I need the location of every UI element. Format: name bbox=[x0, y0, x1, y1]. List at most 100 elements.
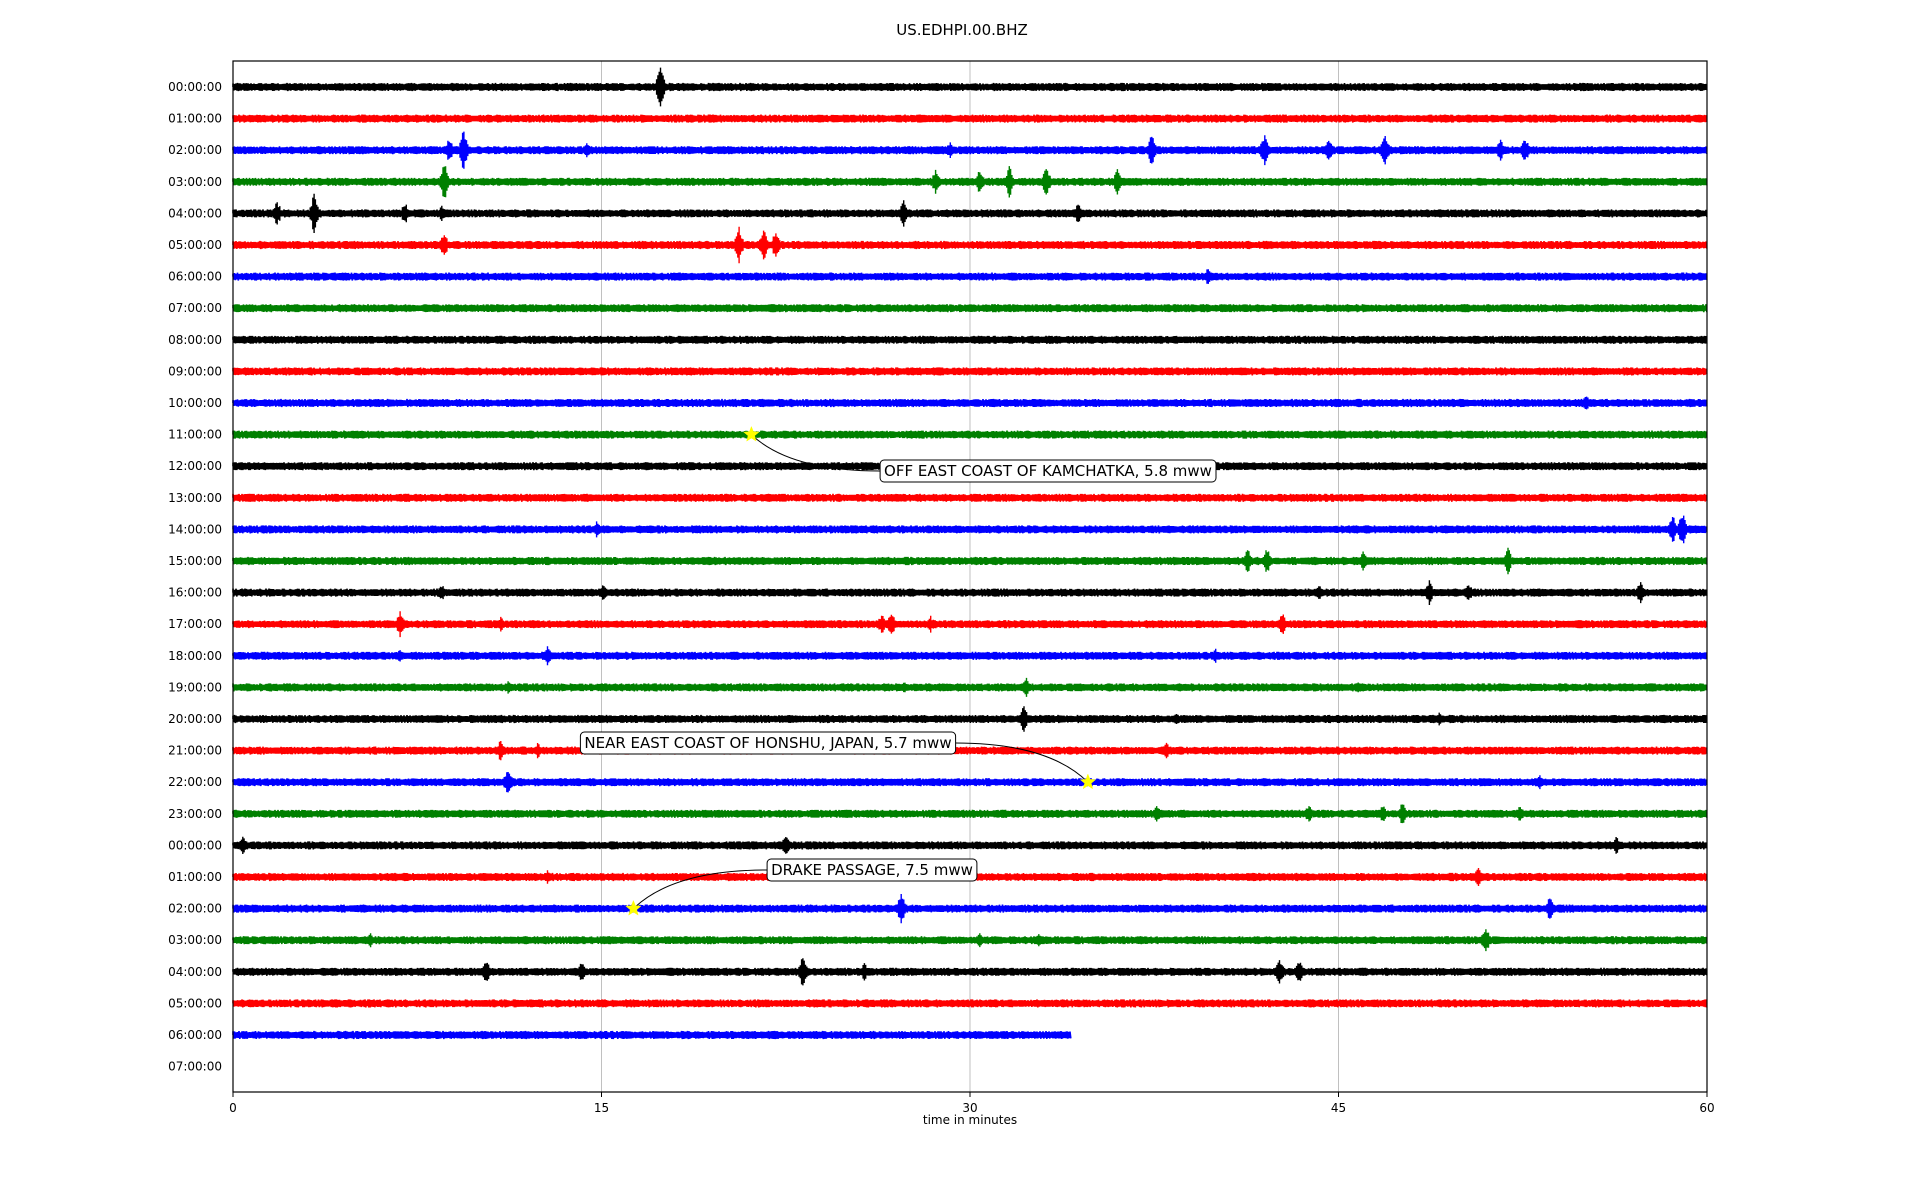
y-tick-label: 09:00:00 bbox=[168, 364, 222, 378]
seismic-event-spike bbox=[1515, 807, 1525, 821]
y-tick-label: 02:00:00 bbox=[168, 902, 222, 916]
y-tick-label: 19:00:00 bbox=[168, 680, 222, 694]
x-axis-ticks: 0 15 30 45 60 bbox=[229, 1092, 1715, 1115]
y-tick-label: 00:00:00 bbox=[168, 80, 222, 94]
earthquake-label: DRAKE PASSAGE, 7.5 mww bbox=[771, 861, 973, 879]
y-tick-label: 00:00:00 bbox=[168, 838, 222, 852]
y-tick-label: 07:00:00 bbox=[168, 1060, 222, 1074]
seismic-event-spike bbox=[439, 166, 449, 198]
x-tick-label: 0 bbox=[229, 1101, 237, 1115]
seismic-event-spike bbox=[877, 615, 887, 633]
seismogram-trace bbox=[232, 335, 1708, 344]
y-tick-label: 16:00:00 bbox=[168, 586, 222, 600]
y-tick-label: 23:00:00 bbox=[168, 807, 222, 821]
seismic-event-spike bbox=[759, 230, 769, 260]
seismic-event-spike bbox=[931, 169, 941, 194]
seismogram-trace bbox=[232, 398, 1708, 408]
seismic-event-spike bbox=[899, 682, 909, 693]
seismic-event-spike bbox=[1112, 169, 1122, 195]
seismogram-trace bbox=[232, 588, 1708, 597]
seismogram-trace bbox=[232, 209, 1708, 218]
seismic-event-spike bbox=[395, 650, 405, 662]
seismic-event-spike bbox=[1611, 837, 1621, 854]
annotation-box bbox=[879, 459, 1217, 483]
seismic-event-spike bbox=[945, 142, 955, 158]
seismic-event-spike bbox=[1171, 714, 1181, 724]
y-tick-label: 06:00:00 bbox=[168, 1028, 222, 1042]
seismic-event-spike bbox=[975, 172, 985, 192]
seismogram-trace bbox=[232, 82, 1708, 92]
seismic-event-spike bbox=[1147, 136, 1157, 164]
seismic-event-spike bbox=[1314, 586, 1324, 599]
seismic-event-spike bbox=[592, 521, 602, 538]
seismic-event-spike bbox=[542, 646, 553, 666]
earthquake-annotation: DRAKE PASSAGE, 7.5 mww bbox=[625, 858, 978, 916]
seismic-event-spike bbox=[1203, 269, 1213, 284]
seismogram-trace bbox=[232, 146, 1708, 155]
seismic-event-spike bbox=[542, 870, 553, 884]
seismic-event-spike bbox=[798, 958, 808, 986]
seismogram-trace bbox=[232, 809, 1708, 818]
earthquake-label: OFF EAST COAST OF KAMCHATKA, 5.8 mww bbox=[884, 462, 1212, 480]
seismic-event-spike bbox=[437, 205, 447, 221]
annotation-box bbox=[766, 858, 978, 882]
seismic-event-spike bbox=[459, 131, 469, 169]
seismogram-trace bbox=[232, 967, 1708, 976]
seismic-event-spike bbox=[1021, 677, 1032, 697]
y-tick-label: 03:00:00 bbox=[168, 933, 222, 947]
seismic-event-spike bbox=[444, 140, 454, 160]
seismic-event-spike bbox=[975, 933, 985, 948]
earthquake-star-marker bbox=[743, 425, 760, 442]
seismic-event-spike bbox=[1434, 712, 1444, 726]
seismic-event-spike bbox=[1636, 582, 1646, 604]
annotation-connector bbox=[633, 869, 768, 909]
seismic-event-spike bbox=[1464, 585, 1474, 600]
x-axis-label: time in minutes bbox=[923, 1113, 1017, 1127]
seismogram-trace bbox=[232, 240, 1708, 250]
seismic-event-spike bbox=[503, 772, 513, 793]
seismogram-trace bbox=[232, 620, 1708, 629]
seismic-event-spike bbox=[439, 235, 449, 255]
x-tick-label: 15 bbox=[594, 1101, 609, 1115]
y-tick-labels: 00:00:00 01:00:00 02:00:00 03:00:00 04:00:00… bbox=[168, 80, 222, 1074]
y-tick-label: 02:00:00 bbox=[168, 143, 222, 157]
seismic-event-spike bbox=[1211, 648, 1221, 663]
seismic-event-spike bbox=[1582, 396, 1592, 410]
y-tick-label: 01:00:00 bbox=[168, 112, 222, 126]
earthquake-annotation: OFF EAST COAST OF KAMCHATKA, 5.8 mww bbox=[743, 425, 1217, 483]
seismic-event-spike bbox=[1473, 868, 1484, 886]
seismic-event-spike bbox=[309, 193, 319, 233]
annotation-connector bbox=[751, 434, 881, 472]
y-tick-label: 06:00:00 bbox=[168, 270, 222, 284]
seismic-event-spike bbox=[859, 963, 869, 981]
seismogram-trace bbox=[232, 177, 1708, 186]
seismic-event-spike bbox=[1019, 706, 1029, 732]
y-tick-label: 05:00:00 bbox=[168, 238, 222, 252]
seismogram-trace bbox=[232, 778, 1708, 787]
y-tick-label: 20:00:00 bbox=[168, 712, 222, 726]
seismic-event-spike bbox=[395, 611, 405, 638]
y-tick-label: 08:00:00 bbox=[168, 333, 222, 347]
seismic-event-spike bbox=[366, 933, 376, 948]
seismic-event-spike bbox=[1152, 806, 1162, 822]
seismogram-trace bbox=[232, 556, 1708, 566]
seismic-event-spike bbox=[503, 681, 513, 694]
seismic-event-spike bbox=[1262, 550, 1272, 572]
seismic-event-spike bbox=[496, 616, 506, 632]
seismogram-trace bbox=[232, 841, 1708, 850]
seismogram-trace bbox=[232, 746, 1708, 755]
y-tick-label: 13:00:00 bbox=[168, 491, 222, 505]
chart-title: US.EDHPI.00.BHZ bbox=[896, 21, 1028, 39]
seismic-event-spike bbox=[1677, 515, 1687, 544]
seismic-event-spike bbox=[899, 200, 909, 227]
seismic-event-spike bbox=[599, 585, 609, 600]
seismogram-trace bbox=[232, 367, 1708, 376]
earthquake-label: NEAR EAST COAST OF HONSHU, JAPAN, 5.7 mw… bbox=[584, 734, 951, 752]
seismic-event-spike bbox=[1496, 139, 1506, 161]
x-tick-label: 60 bbox=[1699, 1101, 1714, 1115]
seismic-event-spike bbox=[1294, 962, 1304, 981]
y-tick-label: 14:00:00 bbox=[168, 522, 222, 536]
seismic-event-spike bbox=[1668, 517, 1678, 542]
seismogram-trace bbox=[232, 1030, 1072, 1040]
